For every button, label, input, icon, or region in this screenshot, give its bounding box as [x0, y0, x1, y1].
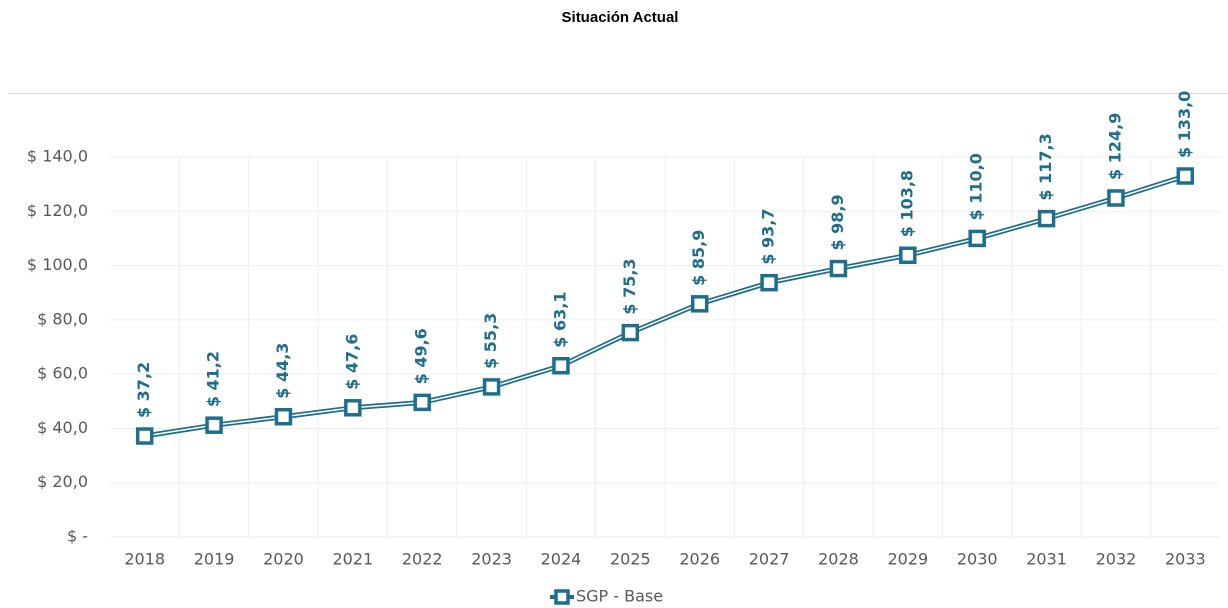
x-tick-label: 2028 — [818, 550, 859, 569]
marker — [344, 399, 362, 417]
data-label: $ 44,3 — [273, 343, 292, 399]
data-label: $ 41,2 — [204, 351, 223, 407]
marker — [482, 378, 501, 396]
legend-marker — [554, 589, 570, 605]
marker — [760, 273, 778, 292]
data-label: $ 110,0 — [967, 153, 986, 220]
data-label: $ 98,9 — [828, 194, 847, 250]
y-tick-label: $ 100,0 — [27, 255, 88, 274]
data-label: $ 93,7 — [759, 208, 778, 264]
x-tick-label: 2023 — [471, 550, 512, 569]
x-tick-label: 2033 — [1165, 550, 1206, 569]
data-label: $ 47,6 — [342, 334, 361, 390]
data-label: $ 75,3 — [620, 258, 639, 314]
x-tick-label: 2026 — [679, 550, 720, 569]
marker — [968, 229, 986, 248]
marker — [552, 356, 570, 375]
data-label: $ 37,2 — [134, 362, 153, 418]
chart-title: Situación Actual — [562, 9, 679, 26]
y-tick-label: $ 20,0 — [37, 472, 88, 491]
y-tick-label: $ - — [67, 527, 88, 546]
series-line-inner — [144, 175, 1186, 437]
data-label: $ 133,0 — [1175, 91, 1194, 158]
marker — [1107, 189, 1125, 207]
marker — [135, 427, 154, 445]
x-tick-label: 2030 — [957, 550, 998, 569]
marker — [899, 246, 917, 265]
x-tick-label: 2018 — [124, 550, 165, 569]
x-tick-label: 2021 — [332, 550, 373, 569]
data-label: $ 55,3 — [481, 313, 500, 369]
y-tick-label: $ 120,0 — [27, 201, 88, 220]
y-tick-label: $ 80,0 — [37, 309, 88, 328]
data-label: $ 103,8 — [897, 170, 916, 237]
data-label: $ 124,9 — [1105, 113, 1124, 180]
x-tick-label: 2020 — [263, 550, 304, 569]
x-tick-label: 2022 — [402, 550, 443, 569]
x-tick-label: 2032 — [1096, 550, 1137, 569]
y-tick-label: $ 40,0 — [37, 418, 88, 437]
legend-label: SGP - Base — [576, 587, 663, 606]
y-tick-label: $ 140,0 — [27, 147, 88, 166]
marker — [1037, 209, 1056, 228]
y-tick-label: $ 60,0 — [37, 364, 88, 383]
x-tick-label: 2029 — [887, 550, 928, 569]
x-tick-label: 2019 — [194, 550, 235, 569]
marker — [829, 259, 848, 278]
x-tick-label: 2024 — [541, 550, 582, 569]
data-label: $ 117,3 — [1036, 133, 1055, 200]
x-tick-label: 2025 — [610, 550, 651, 569]
data-label: $ 63,1 — [550, 292, 569, 348]
data-label: $ 49,6 — [412, 328, 431, 384]
x-tick-label: 2031 — [1026, 550, 1067, 569]
marker — [413, 393, 431, 412]
marker — [274, 408, 293, 426]
marker — [621, 323, 640, 342]
marker — [1176, 167, 1195, 185]
marker — [205, 416, 223, 434]
marker — [690, 295, 709, 313]
x-tick-label: 2027 — [749, 550, 790, 569]
data-label: $ 85,9 — [689, 230, 708, 286]
